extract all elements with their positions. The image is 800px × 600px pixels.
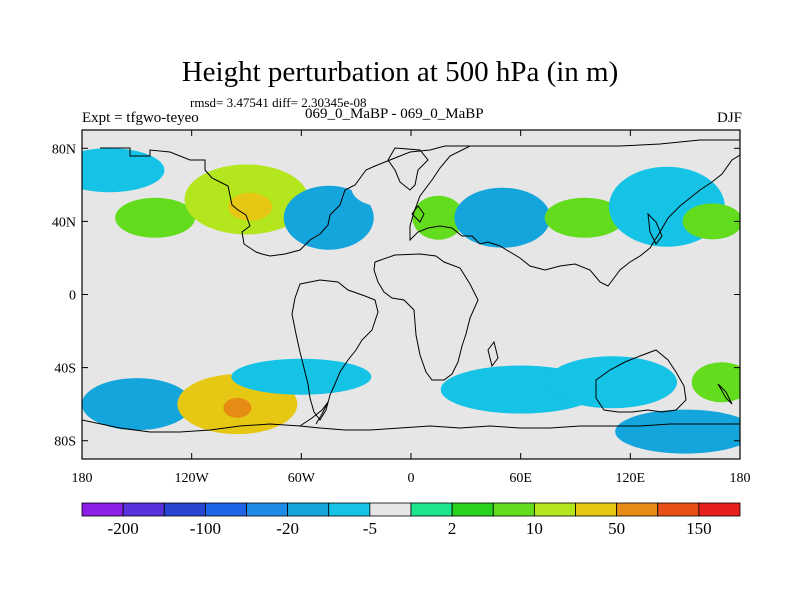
colorbar-label: -5 (363, 519, 377, 538)
colorbar-box (369, 502, 412, 517)
y-tick-label: 80N (52, 142, 76, 157)
x-tick-label: 180 (730, 471, 751, 486)
colorbar-box (81, 502, 124, 517)
coastline-madagascar (487, 340, 499, 368)
colorbar-box (246, 502, 289, 517)
coastline-australia (595, 349, 687, 413)
blob-ant-blue (615, 409, 740, 454)
axes: 180 120W 60W 0 60E 120E 180 80N 40N 0 40S 80S (52, 130, 751, 486)
coastline-greenland (387, 147, 429, 191)
coastline-south-america (291, 279, 379, 421)
colorbar-box (204, 502, 247, 517)
colorbar-box (657, 502, 700, 517)
coastline-antarctic-peninsula (299, 401, 329, 427)
colorbar-box (122, 502, 165, 517)
x-tick-label: 0 (408, 471, 415, 486)
x-tick-label: 120E (616, 471, 646, 486)
blob-npac-green (115, 197, 196, 238)
colorbar-box (451, 502, 494, 517)
colorbar-label: 50 (608, 519, 625, 538)
blob-satl-blue (231, 358, 372, 395)
colorbar-label: 10 (526, 519, 543, 538)
y-tick-label: 0 (69, 289, 76, 304)
x-tick-label: 120W (175, 471, 210, 486)
x-tick-label: 60W (288, 471, 316, 486)
coastline-eurasia (409, 139, 740, 287)
blob-dateline-green (682, 203, 740, 240)
blob-nz-green (691, 362, 740, 403)
blob-np-blue-1 (82, 148, 165, 193)
colorbar-label: 150 (686, 519, 712, 538)
colorbar-label: -200 (108, 519, 139, 538)
blob-asia-green (544, 197, 625, 238)
y-tick-label: 40S (54, 362, 76, 377)
colorbar-box (163, 502, 206, 517)
x-tick-label: 180 (72, 471, 93, 486)
chart-title: Height perturbation at 500 hPa (in m) (181, 56, 619, 88)
coastline-africa (373, 253, 479, 381)
y-tick-label: 40N (52, 215, 76, 230)
colorbar-box (287, 502, 330, 517)
blob-namerica-yellow (228, 192, 273, 221)
coastlines (82, 139, 740, 433)
colorbar-box (575, 502, 618, 517)
blob-natl-blue-2 (351, 170, 416, 207)
coastline-japan (647, 212, 663, 245)
y-tick-label: 80S (54, 435, 76, 450)
blob-spac-blue (82, 378, 192, 431)
stats-label: rmsd= 3.47541 diff= 2.30345e-08 (190, 95, 367, 110)
colorbar-label: -20 (276, 519, 299, 538)
blob-aus-blue (547, 356, 678, 409)
colorbar-label: 2 (448, 519, 457, 538)
cases-label: 069_0_MaBP - 069_0_MaBP (305, 106, 484, 122)
blob-asia-blue (454, 187, 551, 248)
colorbar-box (328, 502, 371, 517)
experiment-label: Expt = tfgwo-teyeo (82, 110, 199, 126)
blob-spac-yellow (223, 397, 252, 418)
coastline-uk (411, 205, 425, 223)
colorbar-box (492, 502, 535, 517)
coastline-nz (717, 383, 733, 405)
colorbar-box (616, 502, 659, 517)
coastline-antarctica (82, 419, 740, 433)
colorbar-box (698, 502, 741, 517)
colorbar-box (533, 502, 576, 517)
colorbar: -200 -100 -20 -5 2 10 50 150 (81, 502, 741, 538)
season-label: DJF (716, 110, 742, 126)
coastline-north-america (100, 145, 470, 257)
blob-natl-blue (283, 185, 374, 250)
colorbar-box (410, 502, 453, 517)
x-tick-label: 60E (509, 471, 532, 486)
colorbar-label: -100 (190, 519, 221, 538)
